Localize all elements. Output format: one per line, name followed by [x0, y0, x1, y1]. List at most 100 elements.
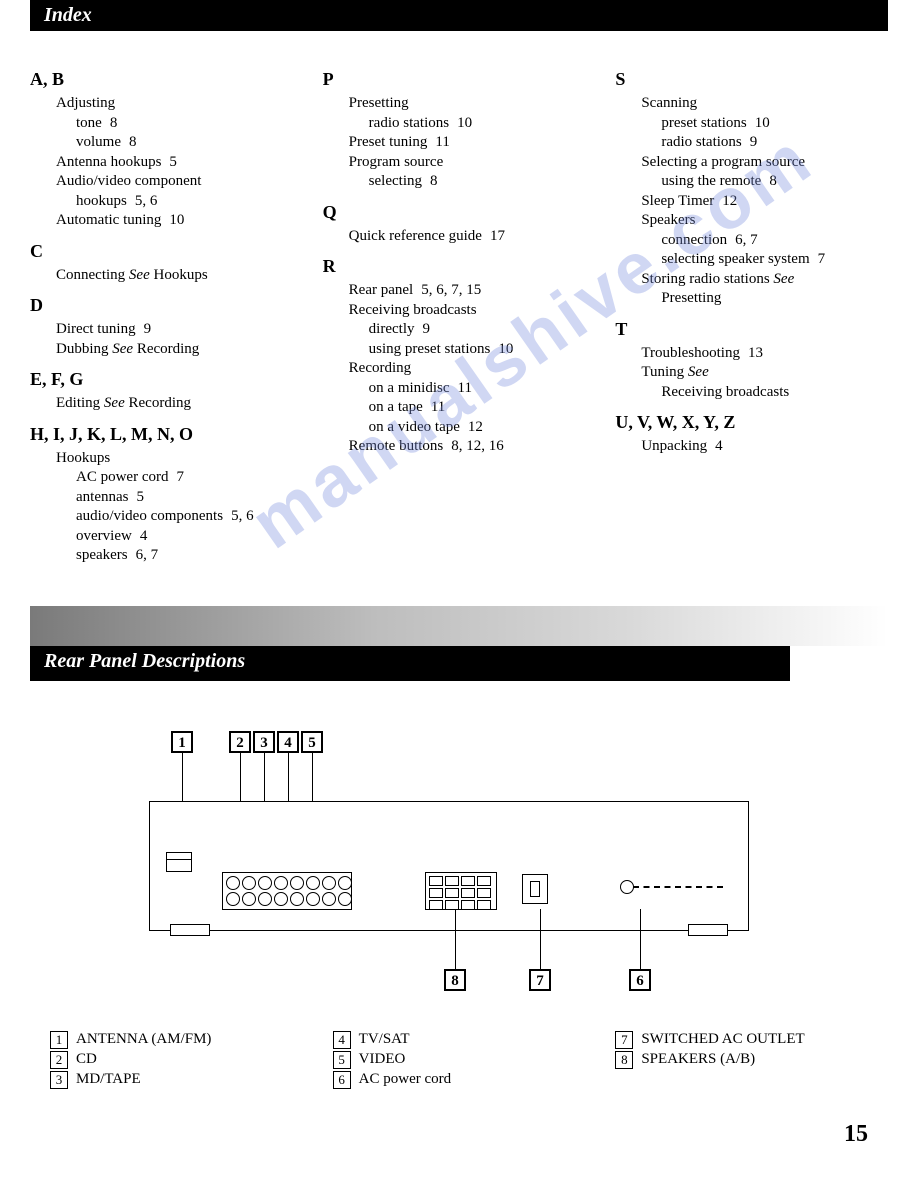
legend-label: TV/SAT	[359, 1031, 410, 1048]
index-entry: radio stations9	[661, 133, 888, 153]
legend-col-1: 1ANTENNA (AM/FM) 2CD 3MD/TAPE	[50, 1031, 303, 1091]
index-entry: Dubbing See Recording	[56, 340, 303, 360]
index-entries: Direct tuning9Dubbing See Recording	[56, 320, 303, 359]
rear-panel-outline	[149, 801, 749, 931]
index-entry: Storing radio stations See	[641, 270, 888, 290]
index-entry: Scanning	[641, 94, 888, 114]
rear-panel-banner: Rear Panel Descriptions	[30, 644, 790, 681]
index-letter: R	[323, 256, 596, 277]
index-entry: on a video tape12	[369, 418, 596, 438]
legend-col-2: 4TV/SAT5VIDEO6AC power cord	[333, 1031, 586, 1091]
page-number: 15	[30, 1121, 888, 1148]
antenna-terminal	[166, 852, 192, 872]
index-letter: T	[615, 319, 888, 340]
index-entries: Troubleshooting13Tuning See Receiving br…	[641, 344, 888, 403]
index-entry: selecting speaker system7	[661, 250, 888, 270]
index-banner: Index	[30, 0, 888, 31]
legend-label: AC power cord	[359, 1071, 451, 1088]
index-entry: Audio/video component	[56, 172, 303, 192]
legend-number-box: 8	[615, 1051, 633, 1069]
legend-number-box: 4	[333, 1031, 351, 1049]
index-entry: Presetting	[349, 94, 596, 114]
index-entries: HookupsAC power cord7antennas5audio/vide…	[56, 449, 303, 566]
callout-bottom-8: 8	[444, 969, 466, 991]
legend-number-box: 6	[333, 1071, 351, 1089]
index-letter: E, F, G	[30, 369, 303, 390]
index-entry: Receiving broadcasts	[349, 301, 596, 321]
callout-line	[640, 909, 641, 969]
index-letter: A, B	[30, 69, 303, 90]
legend-item: 4 TV/SAT	[333, 1031, 586, 1049]
index-entries: Editing See Recording	[56, 394, 303, 414]
index-entry: Connecting See Hookups	[56, 266, 303, 286]
decorative-grey-band	[30, 606, 888, 646]
index-entries: Scanningpreset stations10radio stations9…	[641, 94, 888, 309]
index-letter: P	[323, 69, 596, 90]
index-entry: Quick reference guide17	[349, 227, 596, 247]
legend-item: 8 SPEAKERS (A/B)	[615, 1051, 868, 1069]
power-cord-wire	[633, 886, 723, 888]
index-entry: Speakers	[641, 211, 888, 231]
index-col-3: S Scanningpreset stations10radio stations…	[615, 59, 888, 566]
panel-foot-left	[170, 924, 210, 936]
index-entry: volume8	[76, 133, 303, 153]
legend-label: VIDEO	[359, 1051, 406, 1068]
callout-top-1: 1	[171, 731, 193, 753]
index-entry-ref: Presetting	[661, 289, 888, 309]
legend-number-box: 1	[50, 1031, 68, 1049]
index-columns: A, B Adjustingtone8volume8Antenna hookups…	[30, 59, 888, 566]
legend-item: 6 AC power cord	[333, 1071, 586, 1089]
legend-label: SPEAKERS (A/B)	[641, 1051, 755, 1068]
index-entry-ref: Receiving broadcasts	[661, 383, 888, 403]
index-entry: on a minidisc11	[369, 379, 596, 399]
index-entry: preset stations10	[661, 114, 888, 134]
callout-line	[455, 909, 456, 969]
index-entry: Selecting a program source	[641, 153, 888, 173]
index-entries: Unpacking4	[641, 437, 888, 457]
callout-bottom-7: 7	[529, 969, 551, 991]
legend-item: 7 SWITCHED AC OUTLET	[615, 1031, 868, 1049]
index-entry: overview4	[76, 527, 303, 547]
index-entry: on a tape11	[369, 398, 596, 418]
callout-bottom-6: 6	[629, 969, 651, 991]
rca-bank	[222, 872, 352, 910]
index-letter: Q	[323, 202, 596, 223]
speaker-terminals	[425, 872, 497, 910]
index-entry: using preset stations10	[369, 340, 596, 360]
index-entries: Adjustingtone8volume8Antenna hookups5Aud…	[56, 94, 303, 231]
index-letter: D	[30, 295, 303, 316]
legend-label: SWITCHED AC OUTLET	[641, 1031, 804, 1048]
legend-number-box: 3	[50, 1071, 68, 1089]
index-letter: U, V, W, X, Y, Z	[615, 412, 888, 433]
index-entry: speakers6, 7	[76, 546, 303, 566]
index-entry: Direct tuning9	[56, 320, 303, 340]
legend-item: 3MD/TAPE	[50, 1071, 303, 1089]
manual-page: manualshive.com Index A, BAdjustingtone8…	[0, 0, 918, 1188]
legend-item: 1ANTENNA (AM/FM)	[50, 1031, 303, 1049]
callout-line	[540, 909, 541, 969]
index-entry: directly9	[369, 320, 596, 340]
index-entry: Editing See Recording	[56, 394, 303, 414]
index-entry: Hookups	[56, 449, 303, 469]
index-letter: C	[30, 241, 303, 262]
index-entry: Recording	[349, 359, 596, 379]
index-entry: Tuning See	[641, 363, 888, 383]
index-entry: tone8	[76, 114, 303, 134]
legend-col-3: 7 SWITCHED AC OUTLET 8 SPEAKERS (A/B)	[615, 1031, 868, 1091]
callout-top-5: 5	[301, 731, 323, 753]
index-entry: Adjusting	[56, 94, 303, 114]
legend: 1ANTENNA (AM/FM)2CD3MD/TAPE 4TV/SAT5VIDE…	[50, 1031, 868, 1091]
index-entry: using the remote8	[661, 172, 888, 192]
legend-item: 2CD	[50, 1051, 303, 1069]
panel-foot-right	[688, 924, 728, 936]
callout-top-4: 4	[277, 731, 299, 753]
index-col-1: A, B Adjustingtone8volume8Antenna hookups…	[30, 59, 303, 566]
index-entries: Quick reference guide17	[349, 227, 596, 247]
callout-top-2: 2	[229, 731, 251, 753]
index-letter: S	[615, 69, 888, 90]
index-entry: AC power cord7	[76, 468, 303, 488]
legend-number-box: 7	[615, 1031, 633, 1049]
legend-label: CD	[76, 1051, 97, 1068]
index-entry: Troubleshooting13	[641, 344, 888, 364]
index-entries: Rear panel5, 6, 7, 15Receiving broadcast…	[349, 281, 596, 457]
